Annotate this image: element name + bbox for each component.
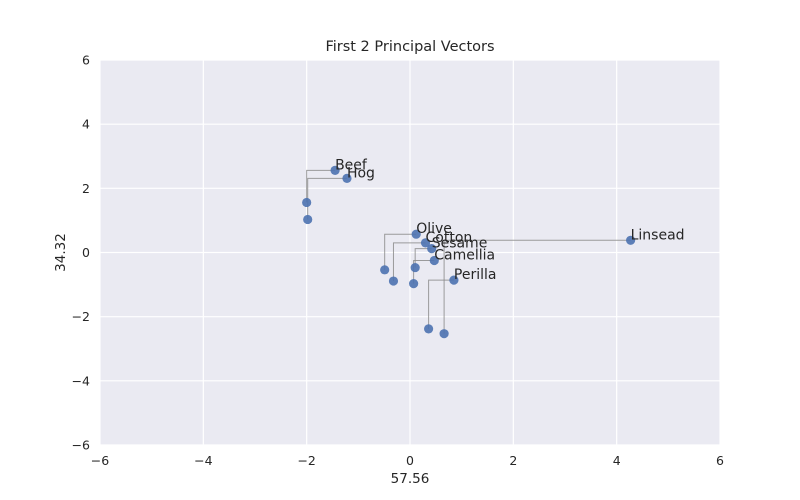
link-lines xyxy=(306,169,631,334)
point-label: Perilla xyxy=(454,267,497,283)
data-point xyxy=(342,173,352,183)
point-label: Cotton xyxy=(426,230,473,246)
x-tick-label: 4 xyxy=(613,453,621,468)
data-point xyxy=(388,276,399,286)
y-tick-label: −4 xyxy=(72,373,90,388)
link-line xyxy=(306,169,336,203)
data-point xyxy=(424,324,434,334)
data-point xyxy=(427,244,437,254)
data-point xyxy=(380,265,390,275)
grid-lines xyxy=(99,59,721,446)
data-point xyxy=(626,235,636,245)
y-tick-label: −2 xyxy=(72,309,90,324)
data-point xyxy=(439,329,449,339)
link-line xyxy=(414,248,432,268)
data-point xyxy=(411,229,421,239)
link-line xyxy=(384,233,417,270)
chart-title: First 2 Principal Vectors xyxy=(325,39,494,55)
y-tick-labels: −6 −4 −2 0 2 4 6 xyxy=(72,53,90,453)
data-point xyxy=(409,279,419,289)
y-tick-label: 0 xyxy=(82,245,90,260)
point-label: Linsead xyxy=(631,227,685,243)
link-line xyxy=(392,242,426,282)
point-label: Sesame xyxy=(432,236,488,252)
point-label: Beef xyxy=(335,157,368,173)
point-label: Hog xyxy=(347,165,375,181)
link-line xyxy=(413,260,435,284)
x-axis-label: 57.56 xyxy=(391,471,430,487)
data-point xyxy=(303,214,313,225)
data-points xyxy=(302,165,636,339)
point-label: Olive xyxy=(416,221,452,237)
x-tick-label: 0 xyxy=(406,453,414,468)
y-tick-label: −6 xyxy=(72,438,90,453)
x-tick-label: 6 xyxy=(716,453,724,468)
x-tick-label: −6 xyxy=(91,453,109,468)
y-tick-label: 4 xyxy=(82,117,90,132)
data-point xyxy=(449,275,459,285)
data-point xyxy=(420,238,431,248)
data-point xyxy=(330,165,340,175)
link-line xyxy=(428,279,454,329)
x-tick-label: −4 xyxy=(194,453,212,468)
x-tick-label: 2 xyxy=(509,453,517,468)
point-label: Camellia xyxy=(434,248,495,264)
data-point xyxy=(410,262,420,273)
x-tick-labels: −6 −4 −2 0 2 4 6 xyxy=(91,453,724,468)
x-tick-label: −2 xyxy=(297,453,315,468)
y-tick-label: 6 xyxy=(82,53,90,68)
data-point xyxy=(429,255,439,266)
y-axis-label: 34.32 xyxy=(53,233,69,272)
y-tick-label: 2 xyxy=(82,181,90,196)
data-point xyxy=(302,197,312,208)
link-line xyxy=(443,239,631,334)
